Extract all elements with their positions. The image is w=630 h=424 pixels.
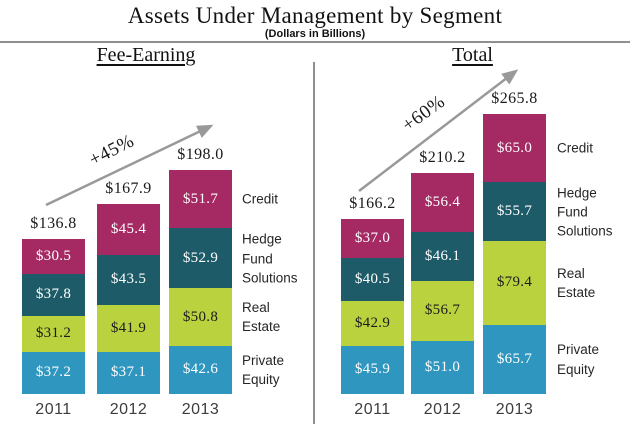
- year-axis-label: 2013: [181, 401, 220, 418]
- bar-segment-real-estate: $31.2: [22, 316, 85, 352]
- chart-panel-fee-earning: $30.5 $37.8 $31.2 $37.2 $136.8 2011 $45.4 $43.5…: [0, 60, 315, 418]
- legend-label-real-estate: Real Estate: [557, 265, 596, 300]
- bar-segment-credit: $51.7: [169, 170, 232, 229]
- legend-label-credit: Credit: [242, 191, 279, 207]
- bar-total-label: $166.2: [349, 195, 396, 212]
- bar-segment-credit: $56.4: [411, 173, 474, 233]
- bar-segment-hedge-fund-solutions: $46.1: [411, 232, 474, 281]
- bar-segment-private-equity: $65.7: [483, 324, 546, 394]
- page-subtitle: (Dollars in Billions): [264, 28, 366, 40]
- bar-segment-real-estate: $56.7: [411, 280, 474, 341]
- year-axis-label: 2012: [423, 401, 462, 418]
- bar-total-label: $167.9: [105, 180, 152, 197]
- stacked-bar-2011: $30.5 $37.8 $31.2 $37.2: [22, 239, 85, 394]
- bar-segment-hedge-fund-solutions: $43.5: [97, 255, 160, 305]
- stacked-bar-2011: $37.0 $40.5 $42.9 $45.9: [341, 219, 404, 395]
- bar-segment-credit: $65.0: [483, 114, 546, 183]
- charts-container: $30.5 $37.8 $31.2 $37.2 $136.8 2011 $45.4 $43.5…: [0, 60, 630, 424]
- bar-segment-hedge-fund-solutions: $37.8: [22, 273, 85, 317]
- year-axis-label: 2011: [35, 401, 72, 418]
- bar-segment-real-estate: $41.9: [97, 304, 160, 352]
- year-axis-label: 2013: [495, 401, 534, 418]
- bar-segment-real-estate: $42.9: [341, 300, 404, 346]
- bar-segment-private-equity: $37.2: [22, 351, 85, 394]
- bar-total-label: $198.0: [177, 146, 224, 163]
- bar-segment-credit: $45.4: [97, 204, 160, 256]
- year-axis-label: 2012: [109, 401, 148, 418]
- stacked-bar-2012: $45.4 $43.5 $41.9 $37.1: [97, 204, 160, 394]
- bar-segment-credit: $37.0: [341, 219, 404, 258]
- bar-segment-real-estate: $79.4: [483, 241, 546, 325]
- stacked-bar-2013: $51.7 $52.9 $50.8 $42.6: [169, 170, 232, 394]
- bar-segment-private-equity: $51.0: [411, 340, 474, 395]
- bar-total-label: $210.2: [419, 149, 466, 166]
- year-axis-label: 2011: [354, 401, 391, 418]
- panel-header-total: Total: [452, 44, 493, 66]
- bar-total-label: $265.8: [491, 90, 538, 107]
- page-title: Assets Under Management by Segment: [127, 3, 503, 28]
- bar-segment-private-equity: $42.6: [169, 345, 232, 394]
- chart-panel-total: $37.0 $40.5 $42.9 $45.9 $166.2 2011 $56.4 $46.1…: [315, 60, 630, 418]
- legend-label-credit: Credit: [557, 140, 594, 156]
- stacked-bar-2012: $56.4 $46.1 $56.7 $51.0: [411, 173, 474, 395]
- panel-divider-line: [313, 62, 315, 424]
- bar-segment-hedge-fund-solutions: $55.7: [483, 182, 546, 242]
- bar-total-label: $136.8: [30, 215, 77, 232]
- bar-segment-hedge-fund-solutions: $40.5: [341, 257, 404, 301]
- bar-segment-hedge-fund-solutions: $52.9: [169, 228, 232, 289]
- panel-header-fee-earning: Fee-Earning: [96, 44, 196, 66]
- header-divider-line: [0, 41, 630, 43]
- legend-label-hedge-fund-solutions: Hedge Fund Solutions: [557, 185, 613, 239]
- stacked-bar-2013: $65.0 $55.7 $79.4 $65.7: [483, 114, 546, 394]
- legend-label-private-equity: Private Equity: [557, 342, 600, 377]
- legend-label-private-equity: Private Equity: [242, 352, 285, 387]
- bar-segment-credit: $30.5: [22, 239, 85, 274]
- legend-label-hedge-fund-solutions: Hedge Fund Solutions: [242, 231, 298, 285]
- bar-segment-private-equity: $37.1: [97, 351, 160, 394]
- legend-label-real-estate: Real Estate: [242, 299, 281, 335]
- bar-segment-private-equity: $45.9: [341, 345, 404, 395]
- bar-segment-real-estate: $50.8: [169, 288, 232, 346]
